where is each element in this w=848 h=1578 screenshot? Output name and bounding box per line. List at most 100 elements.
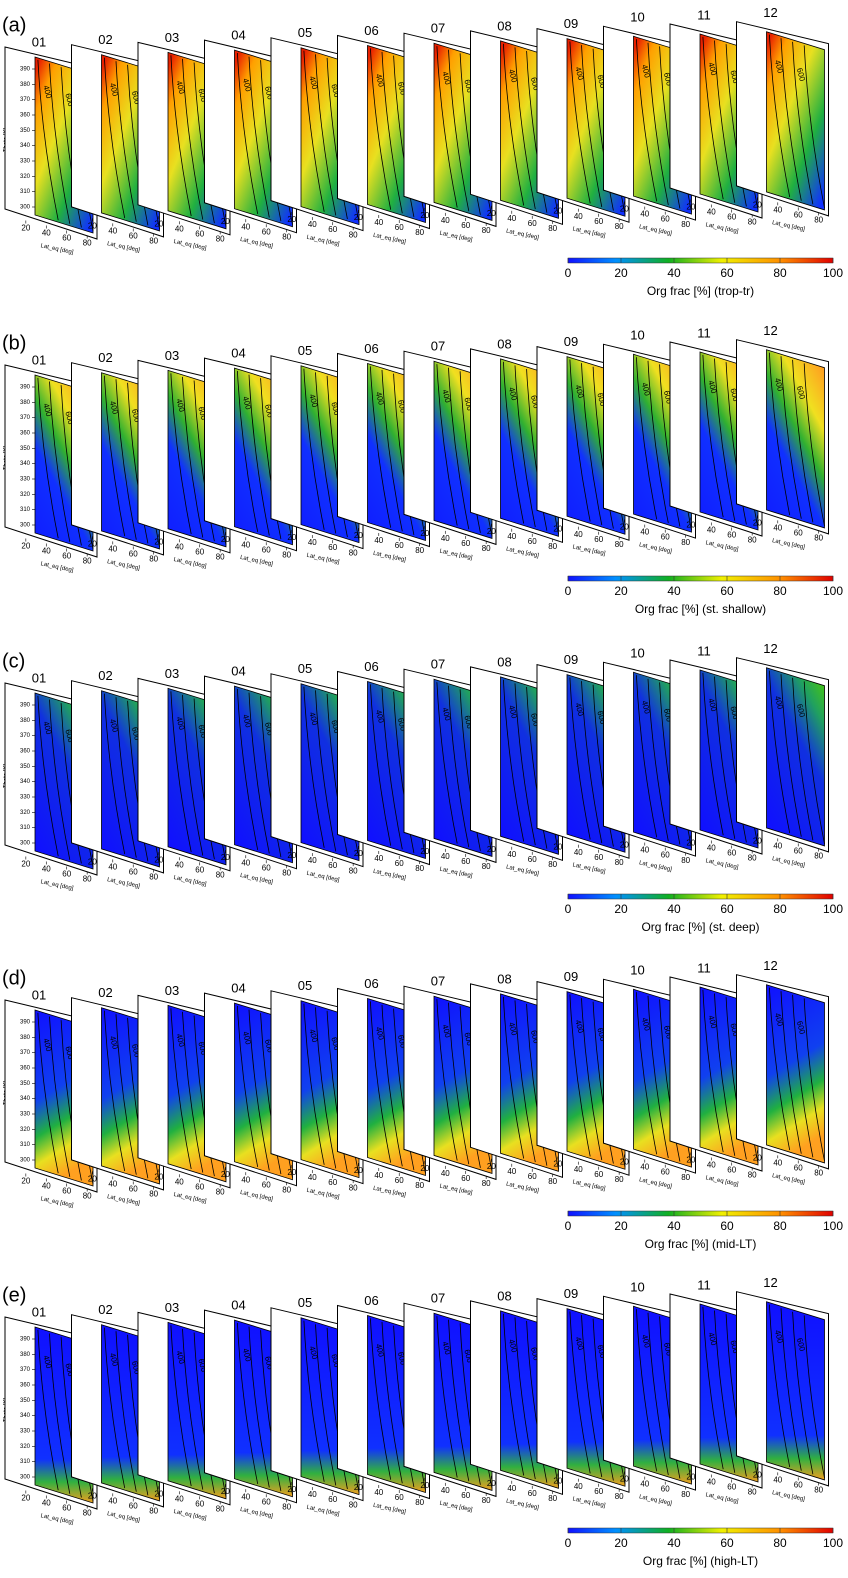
x-axis-label: Lat_eq [deg] bbox=[638, 1494, 672, 1507]
y-tick-label: 360 bbox=[20, 749, 31, 755]
x-tick-label: 60 bbox=[395, 223, 404, 232]
x-tick-label: 40 bbox=[574, 848, 583, 857]
x-tick-label: 20 bbox=[686, 203, 695, 212]
contour-label: 400 bbox=[706, 1014, 718, 1030]
x-tick-label: 40 bbox=[640, 210, 649, 219]
x-tick-label: 40 bbox=[507, 1484, 516, 1493]
x-tick-label: 60 bbox=[594, 1487, 603, 1496]
x-tick-label: 40 bbox=[507, 850, 516, 859]
x-tick-label: 40 bbox=[175, 1494, 184, 1503]
x-tick-label: 60 bbox=[328, 225, 337, 234]
tile-field bbox=[766, 349, 825, 529]
x-axis-label: Lat_eq [deg] bbox=[439, 1501, 473, 1514]
x-tick-label: 80 bbox=[482, 544, 491, 553]
colorbar-tick-label: 100 bbox=[823, 584, 843, 598]
month-label: 03 bbox=[165, 30, 179, 45]
month-label: 05 bbox=[298, 661, 312, 676]
contour-line bbox=[49, 699, 71, 860]
x-axis-label: Lat_eq [deg] bbox=[372, 1503, 406, 1516]
contour-line bbox=[569, 41, 591, 204]
contour-line bbox=[702, 36, 724, 200]
x-tick-label: 40 bbox=[707, 844, 716, 853]
contour-line bbox=[803, 1315, 825, 1478]
x-tick-label: 80 bbox=[814, 534, 823, 543]
x-tick-label: 20 bbox=[753, 200, 762, 209]
contour-line bbox=[636, 675, 658, 838]
contour-label: 400 bbox=[108, 718, 120, 734]
contour-line bbox=[104, 57, 126, 219]
x-axis-label: Lat_eq [deg] bbox=[372, 869, 406, 882]
colorbar bbox=[567, 1210, 834, 1217]
x-tick-label: 20 bbox=[221, 1170, 230, 1179]
contour-line bbox=[237, 370, 259, 532]
contour-line bbox=[780, 991, 802, 1154]
x-tick-label: 60 bbox=[794, 211, 803, 220]
x-tick-label: 40 bbox=[507, 532, 516, 541]
contour-label: 400 bbox=[706, 379, 718, 395]
x-tick-label: 20 bbox=[686, 1156, 695, 1165]
x-tick-label: 80 bbox=[282, 1502, 291, 1511]
colorbar-tick-label: 40 bbox=[667, 584, 681, 598]
contour-label: 400 bbox=[640, 1334, 652, 1350]
y-tick-label: 380 bbox=[20, 1352, 31, 1358]
x-tick-label: 60 bbox=[262, 863, 271, 872]
x-axis-label: Lat_eq [deg] bbox=[173, 1192, 207, 1205]
x-axis-label: Lat_eq [deg] bbox=[705, 1175, 739, 1188]
y-tick-label: 340 bbox=[20, 461, 31, 467]
contour-line bbox=[647, 360, 669, 523]
x-tick-label: 80 bbox=[814, 1486, 823, 1495]
contour-label: 400 bbox=[374, 709, 386, 725]
x-axis-label: Lat_eq [deg] bbox=[638, 224, 672, 237]
x-axis-label: Lat_eq [deg] bbox=[106, 1194, 140, 1207]
x-tick-label: 40 bbox=[42, 1499, 51, 1508]
contour-line bbox=[115, 697, 137, 858]
colorbar bbox=[567, 257, 834, 264]
x-tick-label: 20 bbox=[221, 535, 230, 544]
x-axis-label: Lat_eq [deg] bbox=[239, 873, 273, 886]
y-tick-label: 380 bbox=[20, 718, 31, 724]
y-tick-label: 360 bbox=[20, 1066, 31, 1072]
x-tick-label: 20 bbox=[620, 841, 629, 850]
x-tick-label: 60 bbox=[528, 1172, 537, 1181]
x-tick-label: 60 bbox=[794, 1481, 803, 1490]
contour-label: 400 bbox=[174, 398, 186, 414]
x-tick-label: 80 bbox=[415, 864, 424, 873]
y-tick-label: 390 bbox=[20, 385, 31, 391]
month-label: 04 bbox=[231, 346, 245, 361]
contour-line bbox=[514, 47, 536, 210]
contour-label: 400 bbox=[174, 80, 186, 96]
x-tick-label: 60 bbox=[62, 1187, 71, 1196]
x-axis-label: Lat_eq [deg] bbox=[638, 860, 672, 873]
contour-label: 400 bbox=[507, 68, 519, 84]
x-axis-label: Lat_eq [deg] bbox=[505, 864, 539, 877]
contour-line bbox=[303, 686, 325, 848]
contour-line bbox=[569, 677, 591, 840]
x-tick-label: 20 bbox=[553, 1477, 562, 1486]
contour-line bbox=[569, 994, 591, 1157]
contour-line bbox=[448, 49, 470, 212]
contour-line bbox=[714, 40, 736, 203]
x-tick-label: 80 bbox=[814, 216, 823, 225]
colorbar bbox=[567, 575, 834, 582]
colorbar-tick-label: 100 bbox=[823, 266, 843, 280]
contour-line bbox=[37, 1012, 59, 1174]
x-tick-label: 40 bbox=[374, 1488, 383, 1497]
contour-line bbox=[448, 685, 470, 848]
colorbar-tick-label: 20 bbox=[614, 1219, 628, 1233]
y-tick-label: 380 bbox=[20, 1035, 31, 1041]
x-tick-label: 20 bbox=[753, 518, 762, 527]
x-tick-label: 40 bbox=[574, 212, 583, 221]
contour-label: 400 bbox=[573, 1336, 585, 1352]
x-axis-label: Lat_eq [deg] bbox=[439, 1184, 473, 1197]
contour-line bbox=[581, 45, 603, 208]
x-tick-label: 60 bbox=[661, 851, 670, 860]
y-tick-label: 300 bbox=[20, 1475, 31, 1481]
x-tick-label: 20 bbox=[354, 531, 363, 540]
contour-line bbox=[636, 39, 658, 202]
x-tick-label: 60 bbox=[461, 221, 470, 230]
x-axis-label: Lat_eq [deg] bbox=[638, 1177, 672, 1190]
colorbar-tick-label: 80 bbox=[773, 266, 787, 280]
colorbar-tick-label: 80 bbox=[773, 902, 787, 916]
x-tick-label: 80 bbox=[349, 1183, 358, 1192]
contour-line bbox=[448, 1002, 470, 1165]
